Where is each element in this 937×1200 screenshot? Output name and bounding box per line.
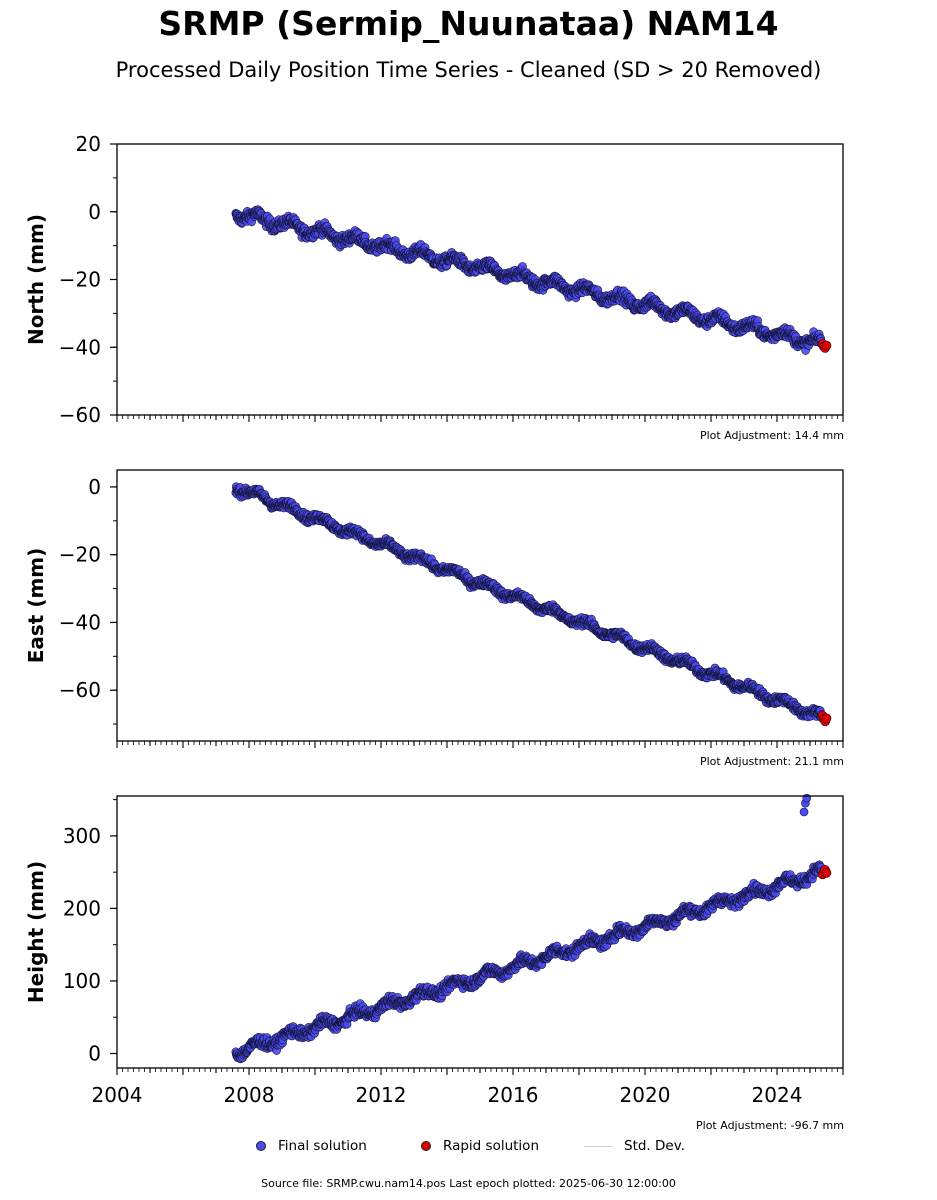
north-ytick-label: 20 <box>76 132 101 156</box>
north-ytick-label: −40 <box>59 335 101 359</box>
north-axes-frame <box>116 143 844 416</box>
north-ytick-label: −20 <box>59 268 101 292</box>
north-ylabel: North (mm) <box>24 214 48 345</box>
north-rapid-point <box>821 340 832 351</box>
north-ytick-label: −60 <box>59 403 101 427</box>
chart-subtitle: Processed Daily Position Time Series - C… <box>0 58 937 82</box>
chart-title: SRMP (Sermip_Nuunataa) NAM14 <box>0 4 937 43</box>
north-ytick-label: 0 <box>88 200 101 224</box>
